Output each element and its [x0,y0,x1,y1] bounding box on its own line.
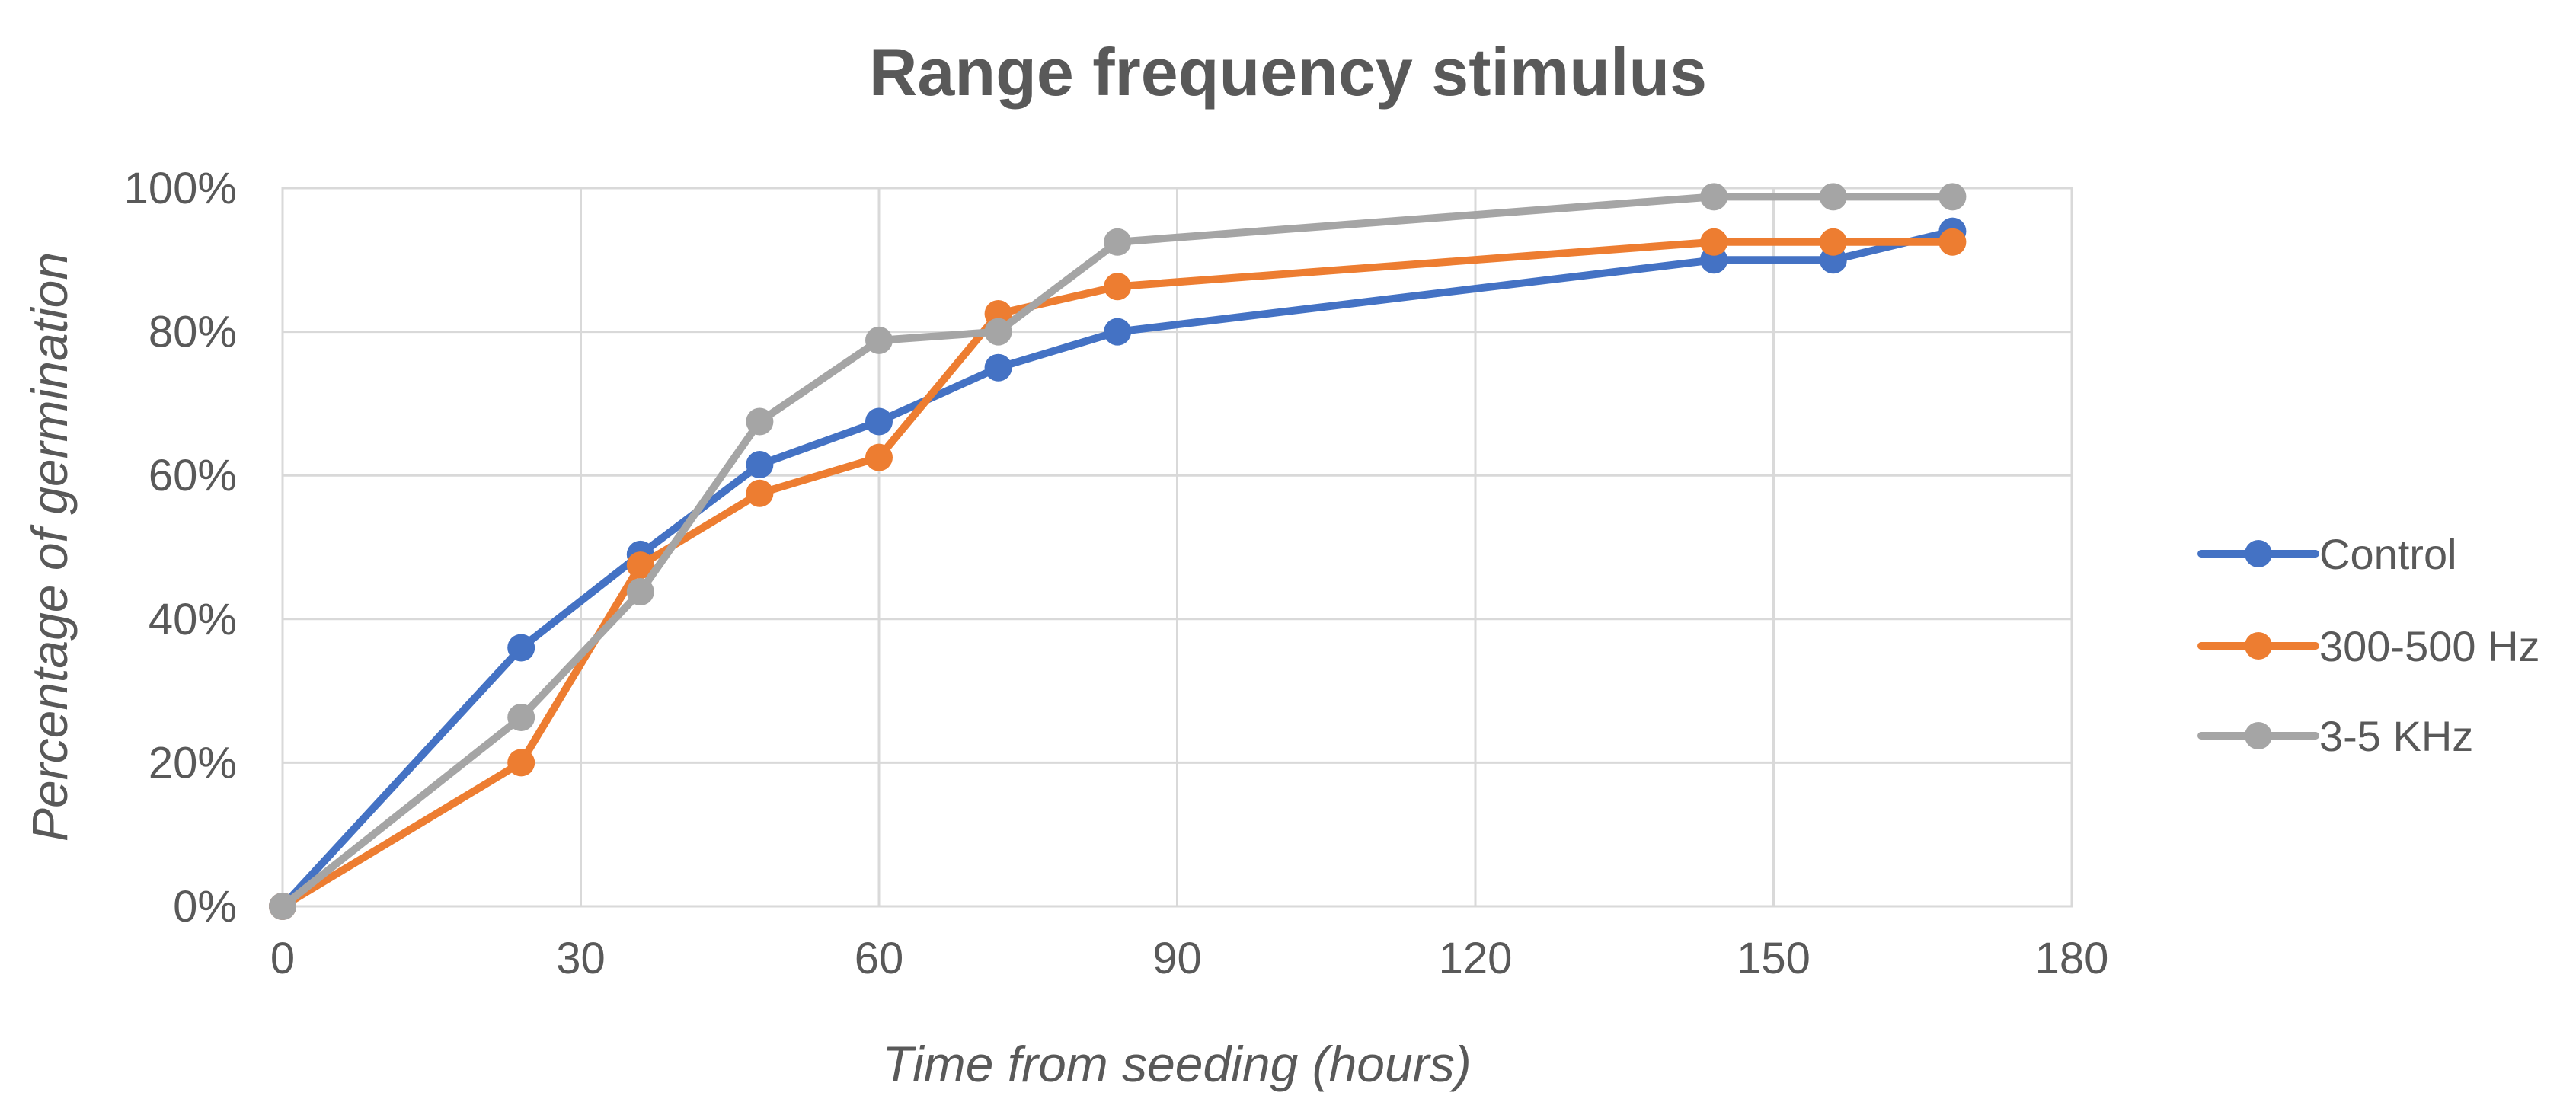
series-line [279,227,1957,910]
y-axis-ticks: 0% 20% 40% 60% 80% 100% [124,164,237,931]
legend-marker-icon [2245,540,2272,567]
legend-label: Control [2319,530,2457,578]
x-tick-label: 0 [270,934,295,983]
data-point [1700,228,1728,256]
data-point [1819,183,1847,211]
data-point [746,407,774,436]
legend-item[interactable]: 3-5 KHz [2197,712,2473,760]
series-lines [269,183,1967,920]
x-tick-label: 30 [556,934,606,983]
series-control [269,217,1967,920]
data-point [1104,318,1132,346]
data-point [1104,273,1132,301]
series-300-500-hz [269,228,1967,920]
data-point [984,318,1012,346]
data-point [1700,183,1728,211]
data-point [1938,183,1967,211]
data-point [269,893,296,920]
data-point [626,551,654,580]
grid-lines [281,187,2073,908]
data-point [507,703,535,731]
data-point [865,407,893,436]
x-tick-label: 180 [2035,934,2109,983]
y-tick-label: 80% [149,308,237,357]
data-point [626,577,654,605]
chart-title: Range frequency stimulus [869,34,1707,110]
y-tick-label: 40% [149,595,237,644]
data-point [507,634,535,662]
legend-marker-icon [2245,722,2272,749]
data-point [1104,228,1132,256]
data-point [746,479,774,507]
y-tick-label: 0% [173,882,237,931]
series-3-5-khz [269,183,1967,920]
data-point [507,749,535,777]
legend-marker-icon [2245,632,2272,660]
data-point [865,326,893,354]
data-point [1819,228,1847,256]
legend-label: 300-500 Hz [2319,622,2540,670]
y-tick-label: 100% [124,164,237,213]
x-tick-label: 60 [855,934,904,983]
legend-label: 3-5 KHz [2319,712,2473,760]
x-tick-label: 120 [1439,934,1513,983]
y-tick-label: 60% [149,451,237,500]
legend-item[interactable]: Control [2197,530,2457,578]
y-axis-label: Percentage of germination [21,252,78,842]
data-point [865,443,893,471]
x-tick-label: 90 [1152,934,1202,983]
x-axis-ticks: 0 30 60 90 120 150 180 [270,934,2109,983]
series-line [279,238,1957,910]
x-axis-label: Time from seeding (hours) [882,1036,1471,1092]
series-line [279,193,1957,910]
data-point [984,353,1012,382]
data-point [1938,228,1967,256]
x-tick-label: 150 [1737,934,1811,983]
legend[interactable]: Control 300-500 Hz 3-5 KHz [2197,530,2540,760]
data-point [746,451,774,479]
plot-area-border [281,187,2073,908]
legend-item[interactable]: 300-500 Hz [2197,622,2540,670]
y-tick-label: 20% [149,738,237,788]
